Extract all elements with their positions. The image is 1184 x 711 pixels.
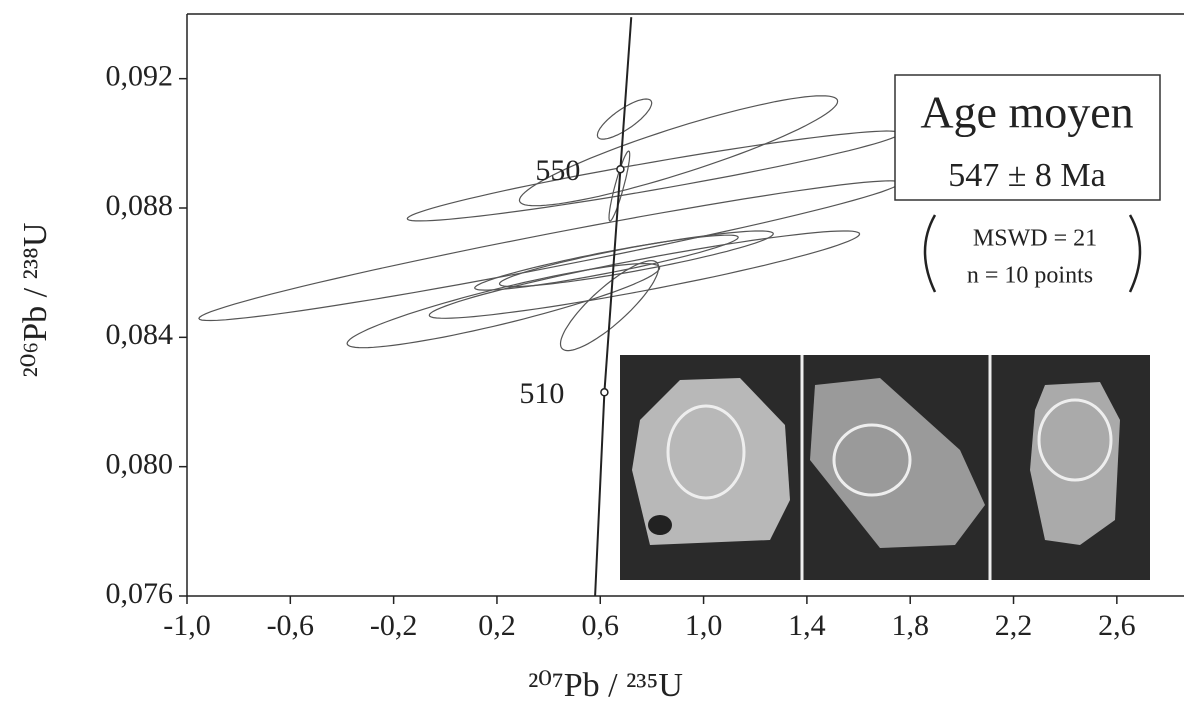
plot: -1,0 -0,6 -0,2 0,2 0,6 1,0 1,4 1,8 2,2 2,6 0,076 0,… xyxy=(17,13,1184,704)
x-tick-label: 1,4 xyxy=(788,609,826,642)
error-ellipse xyxy=(406,130,901,222)
x-tick-label: 0,6 xyxy=(582,609,620,642)
x-tick-label: 2,6 xyxy=(1098,609,1136,642)
result-title: Age moyen xyxy=(920,87,1133,138)
y-tick-label: 0,084 xyxy=(106,318,174,351)
age-label: 550 xyxy=(535,154,580,187)
age-label: 510 xyxy=(519,377,564,410)
x-tick-label: 1,0 xyxy=(685,609,723,642)
error-ellipse xyxy=(346,262,661,349)
y-axis-title: ²⁰⁶Pb / ²³⁸U xyxy=(17,223,54,378)
result-box xyxy=(894,74,1161,201)
error-ellipse xyxy=(559,260,660,352)
inset-images xyxy=(620,355,1150,580)
y-tick-label: 0,080 xyxy=(106,448,174,481)
x-tick-label: 2,2 xyxy=(995,609,1033,642)
x-tick-label: -1,0 xyxy=(163,609,211,642)
concordia-curve xyxy=(594,17,633,597)
x-tick-label: 0,2 xyxy=(478,609,516,642)
y-tick-label: 0,088 xyxy=(106,189,174,222)
x-axis-title: ²⁰⁷Pb / ²³⁵U xyxy=(528,667,683,704)
x-tick-label: -0,6 xyxy=(267,609,315,642)
error-ellipse xyxy=(596,98,653,140)
result-mswd: MSWD = 21 xyxy=(973,226,1097,252)
error-ellipse xyxy=(608,150,631,222)
error-ellipse xyxy=(198,180,901,322)
paren-right xyxy=(1128,214,1142,293)
x-tick-label: 1,8 xyxy=(891,609,929,642)
age-point xyxy=(616,164,625,174)
result-age: 547 ± 8 Ma xyxy=(948,157,1105,194)
y-tick-label: 0,092 xyxy=(106,60,174,93)
y-tick-label: 0,076 xyxy=(106,577,174,610)
error-ellipse xyxy=(428,230,861,319)
paren-left xyxy=(923,214,937,293)
error-ellipse xyxy=(498,230,774,288)
result-n: n = 10 points xyxy=(967,263,1093,289)
error-ellipse xyxy=(518,95,839,207)
x-tick-label: -0,2 xyxy=(370,609,418,642)
error-ellipse xyxy=(474,234,739,291)
age-point xyxy=(600,388,609,397)
